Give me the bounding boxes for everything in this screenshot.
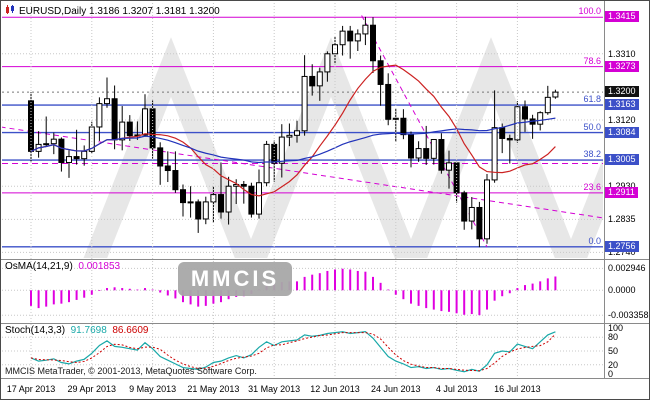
candle-body — [286, 134, 293, 138]
mmcis-watermark: MMCIS — [178, 262, 292, 296]
candle-body — [225, 185, 232, 213]
candle-body — [126, 121, 133, 137]
candle-body — [111, 98, 118, 141]
stoch-signal-line — [30, 332, 556, 372]
candle-body — [43, 143, 50, 146]
candle-body — [506, 137, 513, 141]
candle-body — [408, 134, 414, 159]
candle-body — [187, 201, 194, 204]
candle-body — [278, 136, 285, 164]
candle-body — [415, 148, 422, 159]
candle-body — [164, 165, 171, 172]
candle-body — [202, 201, 209, 220]
candle-body — [218, 194, 224, 213]
price-panel-layer — [2, 15, 603, 258]
candle-body — [446, 162, 452, 171]
candle-body — [438, 139, 445, 171]
copyright-notice: MMCIS MetaTrader, © 2001-2013, MetaQuote… — [5, 366, 257, 376]
candle-body — [552, 91, 559, 98]
candle-body — [142, 108, 148, 136]
candle-body — [461, 192, 468, 222]
candle-body — [309, 75, 316, 87]
osma-title: OsMA(14,21,9) 0.001853 — [5, 261, 120, 272]
candle-body — [385, 83, 392, 120]
trendline — [2, 126, 603, 219]
candle-body — [362, 24, 369, 35]
candle-body — [370, 24, 376, 62]
candle-body — [157, 147, 164, 167]
candle-body — [430, 139, 437, 159]
candle-body — [544, 96, 551, 114]
candle-body — [58, 138, 65, 164]
candle-body — [294, 130, 300, 136]
watermark-zigzag — [83, 37, 603, 258]
osma-value: 0.001853 — [78, 261, 121, 272]
candle-body — [180, 189, 186, 204]
candle-body — [50, 138, 57, 145]
candle-body — [248, 185, 255, 215]
candle-body — [73, 156, 80, 160]
candle-body — [195, 201, 202, 220]
candle-body — [339, 30, 346, 46]
chart-header: EURUSD,Daily 1.3186 1.3207 1.3181 1.3200 — [5, 4, 220, 18]
candle-body — [256, 182, 262, 215]
candle-body — [316, 71, 323, 87]
stoch-signal-value: 86.6609 — [112, 325, 149, 336]
candle-body — [522, 106, 528, 120]
candle-body — [104, 98, 110, 105]
stoch-main-value: 91.7698 — [70, 325, 107, 336]
osma-label: OsMA(14,21,9) — [5, 261, 73, 272]
stoch-label: Stoch(14,3,3) — [5, 325, 66, 336]
candle-body — [172, 170, 179, 191]
candle-body — [499, 127, 506, 139]
candle-body — [491, 127, 498, 181]
candle-body — [301, 75, 308, 132]
candle-body — [263, 143, 270, 184]
candle-body — [66, 156, 72, 164]
candle-body — [392, 117, 399, 120]
candle-body — [476, 206, 483, 240]
moving-average-line — [30, 117, 556, 164]
candle-body — [468, 206, 475, 222]
candle-body — [400, 117, 407, 136]
candle-body — [537, 112, 544, 125]
candle-body — [332, 44, 338, 55]
chart-symbol-icon — [5, 4, 16, 18]
symbol-ohlc-text: EURUSD,Daily 1.3186 1.3207 1.3181 1.3200 — [19, 6, 220, 17]
candle-body — [119, 121, 126, 141]
candle-body — [377, 60, 384, 85]
candle-body — [240, 183, 247, 187]
candle-body — [423, 148, 430, 159]
candle-body — [354, 33, 361, 42]
candle-body — [484, 179, 490, 240]
candle-body — [324, 53, 331, 73]
candle-body — [96, 103, 103, 128]
stoch-title: Stoch(14,3,3) 91.7698 86.6609 — [5, 325, 148, 336]
candle-body — [81, 150, 88, 160]
candle-body — [347, 30, 354, 42]
